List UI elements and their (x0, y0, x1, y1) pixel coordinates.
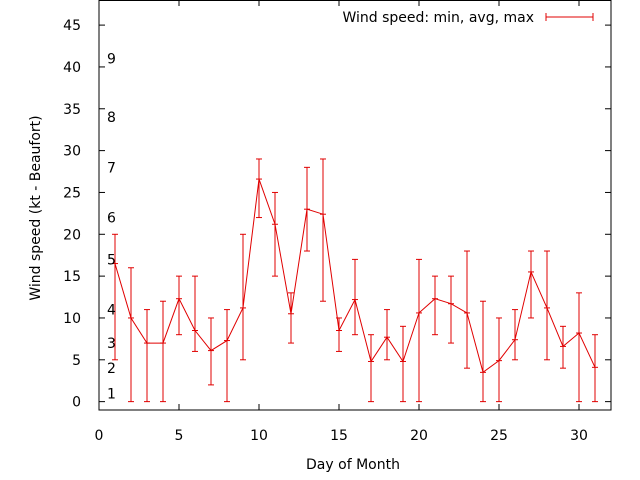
y-tick-label: 15 (63, 269, 81, 285)
plot-marks (112, 158, 598, 403)
x-tick-label: 10 (250, 428, 268, 444)
beaufort-label: 9 (107, 52, 116, 68)
y-tick-label: 30 (63, 144, 81, 160)
x-tick-label: 15 (330, 428, 348, 444)
y-tick-label: 35 (63, 102, 81, 118)
beaufort-label: 5 (107, 252, 116, 268)
y-axis-label: Wind speed (kt - Beaufort) (28, 115, 44, 300)
beaufort-label: 7 (107, 160, 116, 176)
legend-entry-label: Wind speed: min, avg, max (342, 10, 534, 26)
y-tick-label: 0 (72, 395, 81, 411)
x-tick-label: 25 (490, 428, 508, 444)
y-tick-label: 25 (63, 185, 81, 201)
beaufort-scale-labels: 1 2 3 4 5 6 7 8 9 (107, 52, 116, 403)
x-axis-label: Day of Month (306, 457, 400, 473)
beaufort-label: 3 (107, 336, 116, 352)
x-tick-label: 30 (570, 428, 588, 444)
beaufort-label: 8 (107, 110, 116, 126)
x-tick-label: 20 (410, 428, 428, 444)
y-tick-label: 20 (63, 227, 81, 243)
x-axis-ticks: 0 5 10 15 20 25 30 (95, 0, 588, 444)
x-tick-label: 5 (175, 428, 184, 444)
plot-frame (98, 0, 612, 411)
y-tick-label: 5 (72, 353, 81, 369)
y-tick-label: 45 (63, 18, 81, 34)
x-tick-label: 0 (95, 428, 104, 444)
y-tick-label: 40 (63, 60, 81, 76)
legend: Wind speed: min, avg, max (342, 10, 594, 26)
beaufort-label: 2 (107, 361, 116, 377)
beaufort-label: 4 (107, 303, 116, 319)
y-tick-label: 10 (63, 311, 81, 327)
beaufort-label: 1 (107, 386, 116, 402)
beaufort-label: 6 (107, 211, 116, 227)
